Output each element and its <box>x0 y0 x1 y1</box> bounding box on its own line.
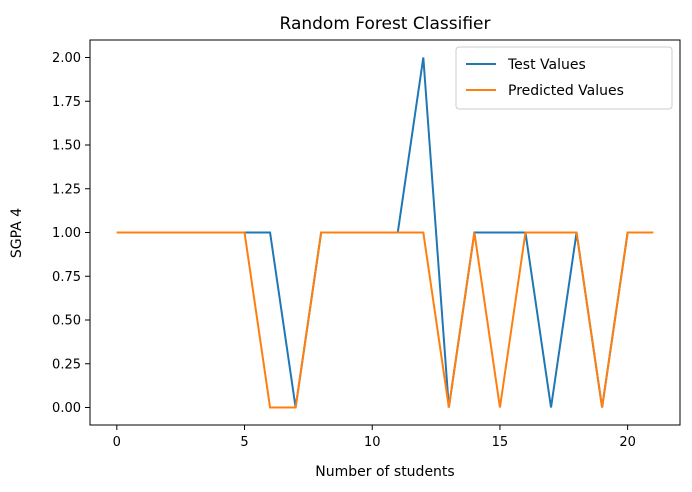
y-tick-label: 1.75 <box>52 95 81 110</box>
x-tick-label: 10 <box>364 435 381 450</box>
x-tick-label: 5 <box>240 435 248 450</box>
y-axis: 0.00 0.25 0.50 0.75 1.00 1.25 1.50 1.75 2.00 <box>52 51 90 416</box>
x-tick-label: 0 <box>113 435 121 450</box>
legend: Test Values Predicted Values <box>455 46 673 110</box>
x-axis: 0 5 10 15 20 <box>113 425 636 450</box>
y-tick-label: 0.75 <box>52 270 81 285</box>
y-tick-label: 2.00 <box>52 51 81 66</box>
x-tick-label: 15 <box>492 435 509 450</box>
plot-area <box>116 57 654 409</box>
legend-label: Predicted Values <box>508 83 624 99</box>
chart-title: Random Forest Classifier <box>280 14 491 34</box>
plot-frame <box>89 39 681 426</box>
y-tick-label: 1.00 <box>52 226 81 241</box>
y-tick-label: 1.50 <box>52 139 81 154</box>
series-line-predicted-values <box>116 231 654 409</box>
legend-box <box>455 46 673 110</box>
y-tick-label: 0.25 <box>52 357 81 372</box>
x-axis-label: Number of students <box>315 464 454 480</box>
legend-label: Test Values <box>507 57 586 73</box>
y-tick-label: 1.25 <box>52 182 81 197</box>
y-tick-label: 0.00 <box>52 401 81 416</box>
y-tick-label: 0.50 <box>52 314 81 329</box>
y-axis-label: SGPA 4 <box>9 208 25 258</box>
x-tick-label: 20 <box>619 435 636 450</box>
